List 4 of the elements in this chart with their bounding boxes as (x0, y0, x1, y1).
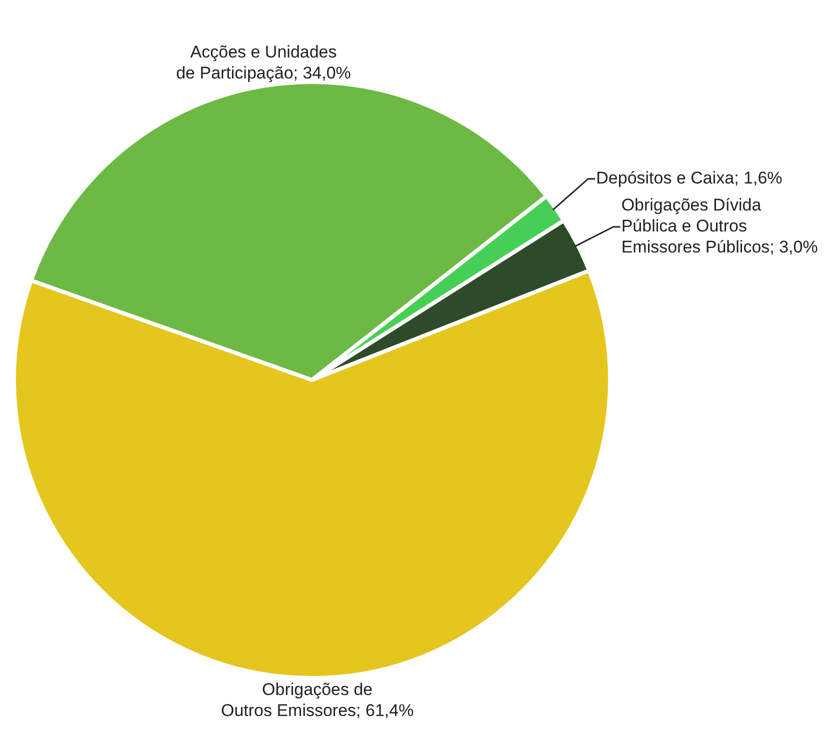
slice-label: Obrigações Dívida Pública e Outros Emissores Públicos; 3,0% (621, 196, 818, 257)
slice-label: Depósitos e Caixa; 1,6% (596, 168, 782, 188)
slice-label: Acções e Unidades de Participação; 34,0% (176, 42, 351, 82)
slice-label: Obrigações de Outros Emissores; 61,4% (220, 680, 414, 720)
